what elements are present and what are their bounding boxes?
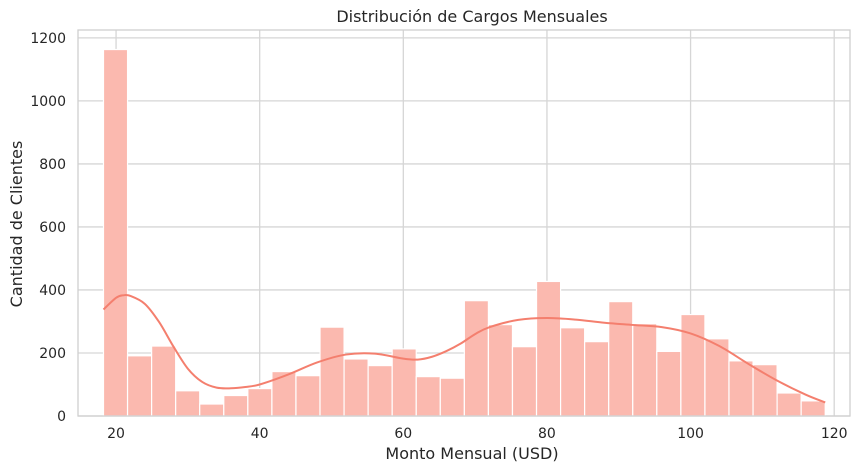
histogram-bars	[102, 48, 826, 417]
y-axis-tick-labels: 0 200 400 600 800 1000 1200	[30, 31, 66, 425]
histogram-bar	[415, 376, 441, 417]
histogram-bar	[151, 345, 177, 417]
chart-title: Distribución de Cargos Mensuales	[336, 7, 607, 26]
y-tick-label: 1000	[30, 94, 66, 110]
y-tick-label: 1200	[30, 31, 66, 47]
histogram-bar	[656, 350, 682, 417]
y-tick-label: 400	[39, 283, 66, 299]
histogram-bar	[343, 358, 369, 417]
histogram-bar	[367, 364, 393, 417]
histogram-bar	[439, 377, 465, 417]
histogram-bar	[752, 364, 778, 417]
histogram-bar	[680, 313, 706, 417]
histogram-bar	[487, 324, 514, 417]
histogram-bar	[319, 326, 345, 417]
histogram-bar	[199, 403, 225, 417]
histogram-bar	[126, 355, 153, 417]
histogram-bar	[584, 341, 610, 417]
histogram-bar	[800, 400, 826, 417]
y-tick-label: 800	[39, 157, 66, 173]
x-tick-label: 20	[107, 426, 125, 442]
histogram-bar	[728, 360, 754, 417]
histogram-bar	[608, 301, 634, 417]
x-tick-label: 120	[821, 426, 848, 442]
x-tick-label: 60	[394, 426, 412, 442]
histogram-bar	[511, 346, 538, 417]
grid	[78, 30, 850, 417]
histogram-bar	[463, 300, 490, 417]
kde-curve	[102, 293, 826, 404]
histogram-bar	[175, 390, 201, 417]
histogram-bar	[632, 323, 658, 417]
y-axis-title: Cantidad de Clientes	[7, 141, 26, 308]
histogram-bar	[776, 392, 802, 417]
histogram-bar	[247, 387, 273, 417]
histogram-bar	[295, 375, 321, 417]
plot-frame	[77, 29, 851, 417]
x-tick-label: 80	[538, 426, 556, 442]
x-axis-title: Monto Mensual (USD)	[385, 444, 558, 463]
y-tick-label: 600	[39, 220, 66, 236]
histogram-bar	[102, 48, 129, 417]
histogram-bar	[704, 338, 730, 417]
x-tick-label: 40	[251, 426, 269, 442]
histogram-bar	[535, 280, 562, 417]
y-tick-label: 0	[57, 409, 66, 425]
x-axis-tick-labels: 20 40 60 80 100 120	[107, 426, 847, 442]
histogram-bar	[559, 327, 586, 417]
histogram-bar	[223, 394, 249, 417]
y-tick-label: 200	[39, 346, 66, 362]
x-tick-label: 100	[677, 426, 704, 442]
